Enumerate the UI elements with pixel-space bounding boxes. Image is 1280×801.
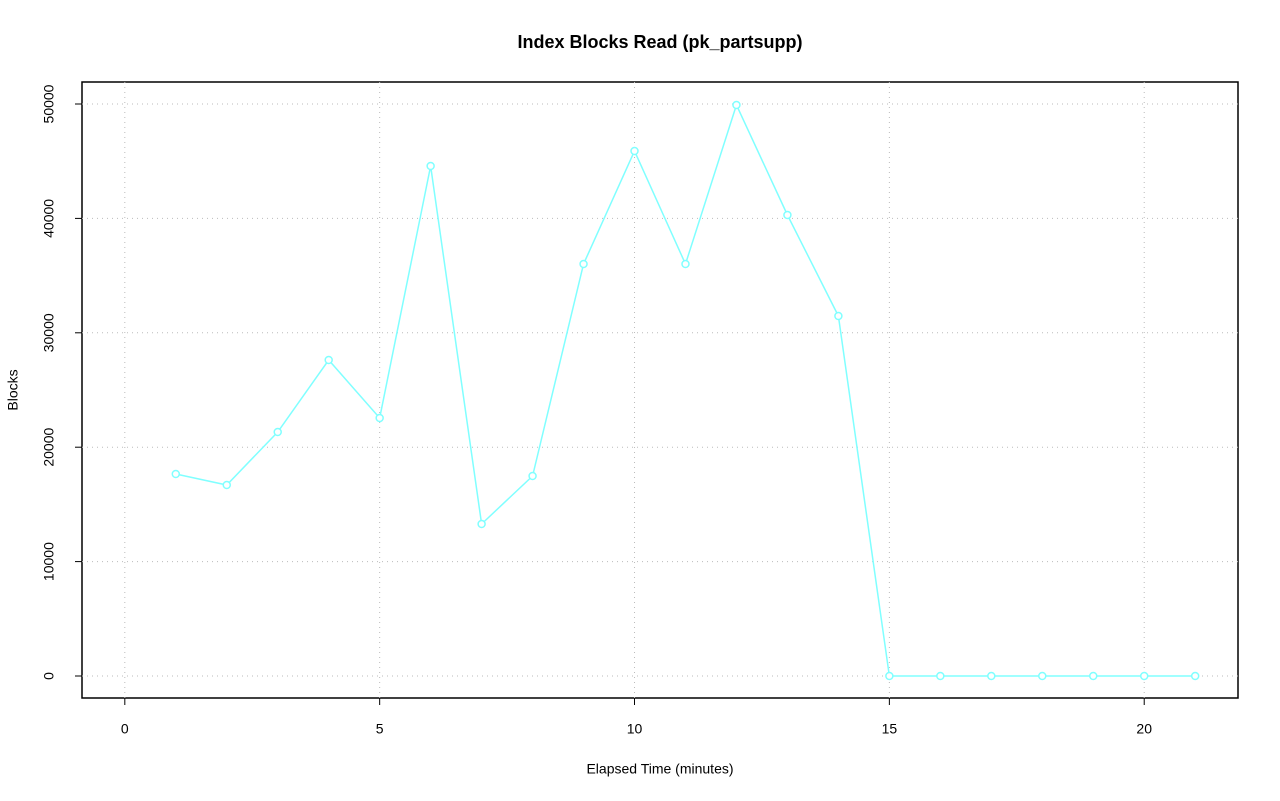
y-tick-label: 40000	[41, 199, 57, 238]
point	[681, 259, 690, 269]
x-tick-label: 5	[376, 721, 384, 737]
point	[834, 311, 843, 321]
y-tick-label: 30000	[41, 313, 57, 352]
point	[171, 469, 181, 479]
point	[1038, 671, 1047, 681]
chart-title: Index Blocks Read (pk_partsupp)	[517, 32, 802, 52]
point	[630, 146, 639, 156]
point	[1139, 671, 1149, 681]
x-tick-label: 20	[1136, 721, 1152, 737]
point	[579, 259, 588, 269]
point	[885, 671, 894, 681]
x-axis-label: Elapsed Time (minutes)	[586, 761, 733, 777]
y-axis-label: Blocks	[5, 369, 21, 410]
point	[1088, 671, 1098, 681]
x-tick-label: 10	[627, 721, 643, 737]
point	[1190, 671, 1200, 681]
point	[987, 671, 996, 681]
point	[528, 471, 537, 481]
point	[426, 161, 435, 171]
point	[222, 480, 232, 490]
point	[783, 210, 792, 220]
point	[324, 355, 333, 365]
y-tick-label: 20000	[41, 428, 57, 467]
point	[477, 519, 486, 529]
series-line	[175, 102, 1196, 677]
point	[375, 413, 384, 423]
y-tick-label: 50000	[41, 84, 57, 123]
point	[936, 671, 945, 681]
y-tick-label: 0	[41, 672, 57, 680]
plot-frame	[81, 81, 1239, 699]
x-tick-label: 15	[882, 721, 898, 737]
point	[273, 427, 282, 437]
y-tick-label: 10000	[41, 542, 57, 581]
point	[732, 100, 741, 110]
x-tick-label: 0	[121, 721, 129, 737]
